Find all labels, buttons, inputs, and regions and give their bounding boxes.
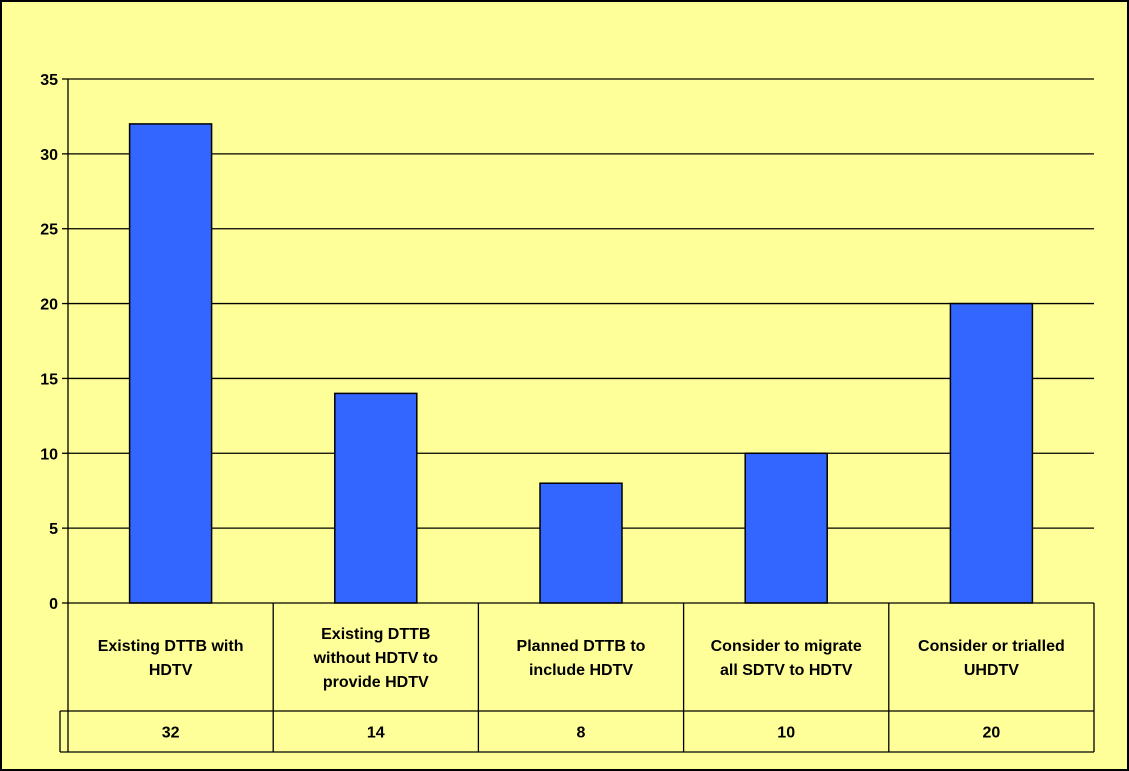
y-tick-label: 5 [49,521,58,538]
category-label-line: UHDTV [964,662,1019,679]
category-label-line: Consider or trialled [918,638,1065,655]
y-tick-label: 35 [40,72,58,89]
category-label-line: include HDTV [529,662,633,679]
category-label-line: Existing DTTB [321,626,430,643]
y-tick-label: 0 [49,596,58,613]
bar [745,453,827,603]
category-label-line: Existing DTTB with [98,638,244,655]
category-label-line: all SDTV to HDTV [720,662,853,679]
table-value: 14 [367,725,385,742]
y-tick-label: 20 [40,297,58,314]
category-label-line: Planned DTTB to [517,638,646,655]
y-tick-label: 30 [40,147,58,164]
y-tick-label: 25 [40,222,58,239]
category-label-line: HDTV [149,662,193,679]
table-value: 8 [577,725,586,742]
category-label-line: without HDTV to [313,650,439,667]
bar [130,124,212,603]
y-tick-label: 15 [40,371,58,388]
bar [540,483,622,603]
table-value: 10 [777,725,795,742]
bar [335,393,417,603]
bar [950,304,1032,603]
table-value: 20 [983,725,1001,742]
y-tick-label: 10 [40,446,58,463]
category-label-line: provide HDTV [323,674,429,691]
table-value: 32 [162,725,180,742]
category-label-line: Consider to migrate [711,638,862,655]
category-label: Existing DTTB without HDTV to provide HDTV [313,626,439,691]
